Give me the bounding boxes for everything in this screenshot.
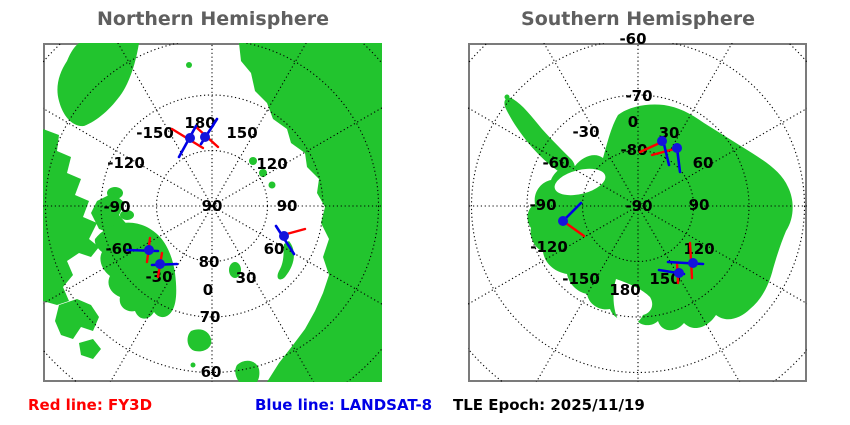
landmass-greenland [94,222,177,319]
grid-label: 90 [689,196,710,214]
grid-label: 90 [202,197,223,215]
north-map-title: Northern Hemisphere [96,8,330,30]
grid-label: 70 [200,308,221,326]
water-ross-sea [613,279,653,326]
satellite-position-marker [657,136,667,146]
south-landmasses [504,94,793,331]
grid-label: -90 [625,197,652,215]
landmass-labrador [79,339,101,359]
satellite-position-marker [144,245,154,255]
island-speck [186,62,192,68]
water-white-sea [306,278,324,292]
landmass-baffin-island [55,299,99,339]
grid-label: -70 [625,87,652,105]
island-faroe [190,362,196,368]
island-archipelago [120,210,134,220]
grid-label: 180 [609,281,640,299]
grid-label: 60 [693,154,714,172]
grid-label: 80 [199,253,220,271]
satellite-position-marker [672,143,682,153]
grid-label: -90 [103,198,130,216]
island-speck [259,169,267,177]
grid-label: 120 [256,155,287,173]
grid-label: 0 [203,281,213,299]
satellite-position-marker [185,133,195,143]
landmass-iceland [187,329,212,352]
satellite-position-marker [688,258,698,268]
north-graticule [43,43,382,382]
landmass-uk [235,360,260,382]
grid-label: -30 [572,123,599,141]
south-map-canvas: -60-700-30 30-80-60 60-90 -90 90-120 120-150 1… [468,30,807,382]
landmass-eurasia [239,43,382,382]
grid-label: -60 [619,30,646,48]
grid-label: 120 [683,240,714,258]
legend-landsat8: Blue line: LANDSAT-8 [255,396,433,414]
north-map-canvas: 180-150150-120120-909090-6060-3030080706… [43,43,382,382]
landmass-alaska [57,43,139,127]
satellite-position-marker [200,132,210,142]
south-graticule [468,43,807,382]
northern-hemisphere-map: 180-150150-120120-909090-6060-3030080706… [43,43,382,382]
landmass-antarctic-peninsula [504,97,575,177]
island-speck [268,181,276,189]
grid-label: -150 [562,270,600,288]
grid-label: -120 [530,238,568,256]
south-overlay: -60-700-30 30-80-60 60-90 -90 90-120 120-150 1… [529,30,714,299]
grid-label: -80 [620,141,647,159]
landmass-svalbard [229,262,241,278]
grid-label: 30 [236,269,257,287]
island-speck [504,94,510,100]
grid-label: 150 [649,270,680,288]
water-weddell-sea [554,168,606,196]
grid-label: 90 [277,197,298,215]
grid-label: -120 [107,154,145,172]
legend-tle-epoch: TLE Epoch: 2025/11/19 [453,396,645,414]
grid-label: -150 [136,124,174,142]
grid-label: 180 [184,114,215,132]
grid-label: 60 [264,240,285,258]
grid-label: 0 [628,113,638,131]
grid-label: -60 [105,240,132,258]
landmass-antarctica [527,104,793,331]
north-landmasses [43,43,382,382]
landmass-canada [43,129,99,305]
satellite-position-marker [558,216,568,226]
grid-label: -60 [542,154,569,172]
grid-label: 60 [201,363,222,381]
south-map-title: Southern Hemisphere [521,8,755,30]
satellite-position-marker [674,268,684,278]
southern-hemisphere-map: -60 -70 0 -30 30 -80 -60 60 -90 -90 90 -120 120 -150 1… [468,30,807,382]
north-overlay: 180-150150-120120-909090-6060-3030080706… [103,114,307,381]
legend-fy3d: Red line: FY3D [28,396,153,414]
island-speck [249,157,257,165]
satellite-position-marker [279,231,289,241]
grid-label: 150 [226,124,257,142]
grid-label: -90 [529,196,556,214]
satellite-position-marker [155,259,165,269]
